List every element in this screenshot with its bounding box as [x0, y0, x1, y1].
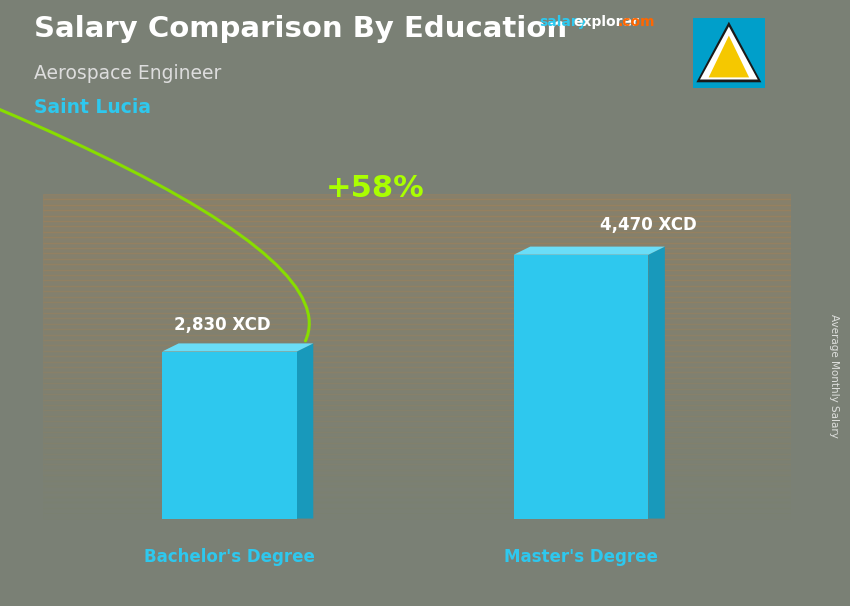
Text: explorer: explorer [573, 15, 639, 29]
Bar [42, 270, 790, 275]
Bar [42, 481, 790, 486]
Text: .com: .com [618, 15, 655, 29]
Bar [42, 486, 790, 491]
Bar [42, 373, 790, 378]
Bar [42, 454, 790, 459]
Bar [42, 264, 790, 270]
Bar [42, 242, 790, 248]
Bar [42, 448, 790, 454]
Text: Bachelor's Degree: Bachelor's Degree [144, 548, 315, 566]
Bar [42, 199, 790, 205]
Bar [42, 470, 790, 475]
Bar [42, 286, 790, 291]
Text: Master's Degree: Master's Degree [504, 548, 658, 566]
Bar [42, 384, 790, 388]
Bar [42, 232, 790, 237]
Polygon shape [162, 344, 314, 351]
Bar [42, 237, 790, 242]
Polygon shape [700, 27, 757, 79]
Bar [42, 394, 790, 399]
Polygon shape [162, 351, 297, 519]
Bar [42, 194, 790, 199]
Bar [42, 378, 790, 384]
Bar [42, 351, 790, 356]
Bar [42, 345, 790, 351]
Bar [42, 297, 790, 302]
Bar [42, 210, 790, 216]
Bar [42, 438, 790, 443]
Bar [42, 227, 790, 232]
Bar [42, 275, 790, 281]
Bar [42, 302, 790, 308]
Text: Salary Comparison By Education: Salary Comparison By Education [34, 15, 567, 43]
Bar [42, 367, 790, 373]
Text: 4,470 XCD: 4,470 XCD [600, 216, 697, 234]
Bar [42, 508, 790, 513]
Bar [42, 464, 790, 470]
Text: Average Monthly Salary: Average Monthly Salary [829, 314, 839, 438]
Bar [42, 513, 790, 519]
Bar [42, 335, 790, 340]
Bar [42, 362, 790, 367]
Polygon shape [513, 255, 649, 519]
Bar [42, 313, 790, 318]
Bar [42, 340, 790, 345]
Polygon shape [709, 36, 749, 78]
Bar [42, 308, 790, 313]
Bar [42, 253, 790, 259]
Bar [42, 416, 790, 421]
Bar [42, 248, 790, 253]
Bar [42, 216, 790, 221]
Polygon shape [297, 344, 314, 519]
Text: salary: salary [540, 15, 587, 29]
Polygon shape [696, 22, 762, 82]
Bar [42, 502, 790, 508]
Bar [42, 432, 790, 438]
Bar [42, 329, 790, 335]
Bar [42, 388, 790, 394]
Text: Saint Lucia: Saint Lucia [34, 98, 151, 117]
Bar [42, 318, 790, 324]
Text: Aerospace Engineer: Aerospace Engineer [34, 64, 221, 82]
Bar [42, 205, 790, 210]
Bar [42, 281, 790, 286]
Bar [42, 221, 790, 227]
Bar [42, 259, 790, 264]
Bar [42, 324, 790, 329]
Bar [42, 399, 790, 405]
Polygon shape [649, 247, 665, 519]
Bar [42, 459, 790, 464]
Text: 2,830 XCD: 2,830 XCD [173, 316, 270, 334]
Bar [42, 427, 790, 432]
Bar [42, 491, 790, 497]
Bar [42, 405, 790, 410]
Bar [42, 443, 790, 448]
Bar [42, 421, 790, 427]
Bar [42, 291, 790, 297]
Bar [42, 410, 790, 416]
Bar [42, 497, 790, 502]
Bar [42, 475, 790, 481]
Text: +58%: +58% [326, 174, 425, 202]
Polygon shape [513, 247, 665, 255]
Bar [42, 356, 790, 362]
